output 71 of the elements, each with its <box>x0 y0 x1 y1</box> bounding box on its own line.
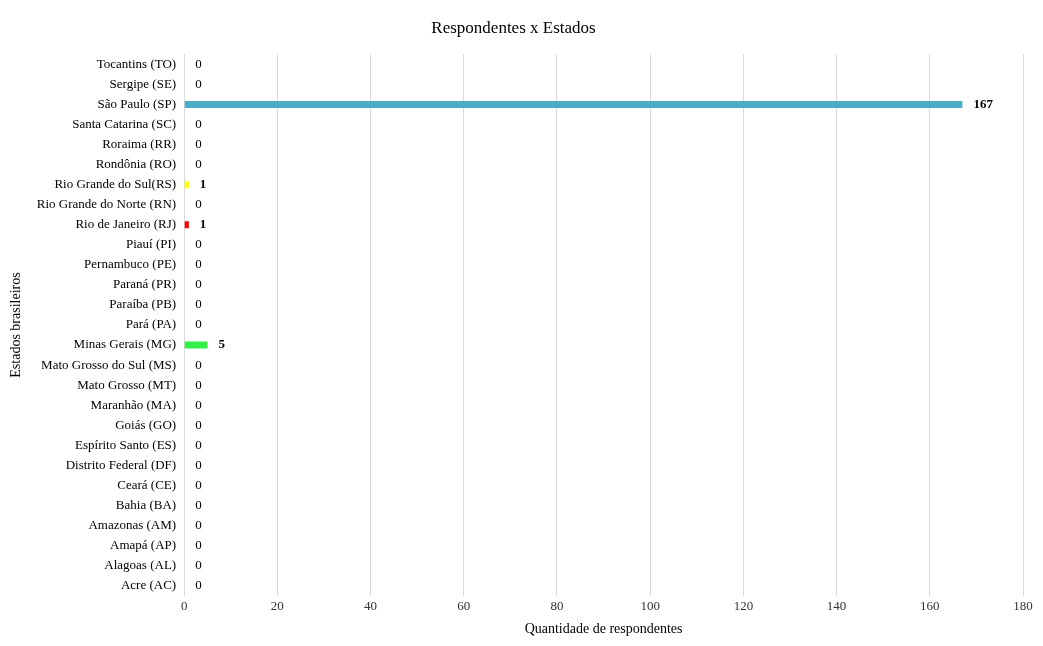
y-tick-label: Rio Grande do Sul(RS) <box>54 176 177 192</box>
y-tick-label: Distrito Federal (DF) <box>65 456 177 472</box>
x-tick-label: 180 <box>1013 597 1033 613</box>
y-tick-label: Minas Gerais (MG) <box>73 336 177 352</box>
x-tick-label: 0 <box>180 597 188 613</box>
y-tick-label: Rondônia (RO) <box>95 156 177 172</box>
data-label: 0 <box>195 316 202 332</box>
data-label: 0 <box>195 276 202 292</box>
data-label: 0 <box>195 256 202 272</box>
y-tick-label: Amazonas (AM) <box>88 516 177 532</box>
y-tick-label: Santa Catarina (SC) <box>72 115 177 131</box>
chart-title: Respondentes x Estados <box>431 17 596 37</box>
x-tick-label: 20 <box>270 597 284 613</box>
y-tick-label: Ceará (CE) <box>117 476 177 492</box>
data-label: 0 <box>195 115 202 131</box>
data-label: 0 <box>195 136 202 152</box>
data-label: 0 <box>195 196 202 212</box>
data-label: 0 <box>195 436 202 452</box>
data-label: 0 <box>195 496 202 512</box>
data-label: 0 <box>195 416 202 432</box>
x-tick-label: 100 <box>640 597 660 613</box>
data-label: 0 <box>195 516 202 532</box>
bar <box>184 181 189 189</box>
data-label: 0 <box>195 376 202 392</box>
y-tick-label: Mato Grosso (MT) <box>77 376 177 392</box>
data-label: 167 <box>973 95 994 111</box>
data-label: 5 <box>218 336 226 352</box>
data-label: 0 <box>195 536 202 552</box>
data-label: 0 <box>195 556 202 572</box>
data-label: 0 <box>195 236 202 252</box>
y-tick-label: Piauí (PI) <box>125 236 177 252</box>
data-label: 0 <box>195 476 202 492</box>
y-tick-label: Bahia (BA) <box>115 496 177 512</box>
data-label: 1 <box>199 216 207 232</box>
y-axis-title: Estados brasileiros <box>8 272 24 378</box>
x-tick-label: 80 <box>550 597 564 613</box>
y-tick-label: Alagoas (AL) <box>104 556 177 572</box>
y-tick-label: Pará (PA) <box>125 316 177 332</box>
data-label: 0 <box>195 296 202 312</box>
x-tick-label: 40 <box>364 597 378 613</box>
y-tick-label: Paraíba (PB) <box>109 296 177 312</box>
data-label: 0 <box>195 156 202 172</box>
y-tick-label: Rio de Janeiro (RJ) <box>75 216 177 232</box>
y-tick-label: Espírito Santo (ES) <box>75 436 177 452</box>
x-tick-label: 160 <box>920 597 940 613</box>
y-tick-label: Paraná (PR) <box>112 276 177 292</box>
y-tick-label: Maranhão (MA) <box>90 396 177 412</box>
data-label: 0 <box>195 55 202 71</box>
data-label: 1 <box>199 176 207 192</box>
y-tick-label: Tocantins (TO) <box>96 55 177 71</box>
y-tick-label: São Paulo (SP) <box>97 95 177 111</box>
x-tick-label: 140 <box>826 597 847 613</box>
bar <box>184 101 963 109</box>
x-axis-title: Quantidade de respondentes <box>524 621 683 637</box>
data-label: 0 <box>195 456 202 472</box>
y-tick-label: Amapá (AP) <box>110 536 177 552</box>
x-tick-label: 120 <box>733 597 754 613</box>
y-tick-label: Goiás (GO) <box>115 416 177 432</box>
y-tick-label: Rio Grande do Norte (RN) <box>36 196 177 212</box>
y-tick-label: Pernambuco (PE) <box>84 256 177 272</box>
y-tick-label: Roraima (RR) <box>102 136 177 152</box>
data-label: 0 <box>195 356 202 372</box>
x-tick-label: 60 <box>457 597 471 613</box>
data-label: 0 <box>195 577 202 592</box>
data-label: 0 <box>195 396 202 412</box>
y-tick-label: Acre (AC) <box>120 577 177 592</box>
y-tick-label: Sergipe (SE) <box>109 75 177 91</box>
y-tick-label: Mato Grosso do Sul (MS) <box>41 356 177 372</box>
bar <box>184 221 189 229</box>
bar <box>184 341 208 349</box>
data-label: 0 <box>195 75 202 91</box>
